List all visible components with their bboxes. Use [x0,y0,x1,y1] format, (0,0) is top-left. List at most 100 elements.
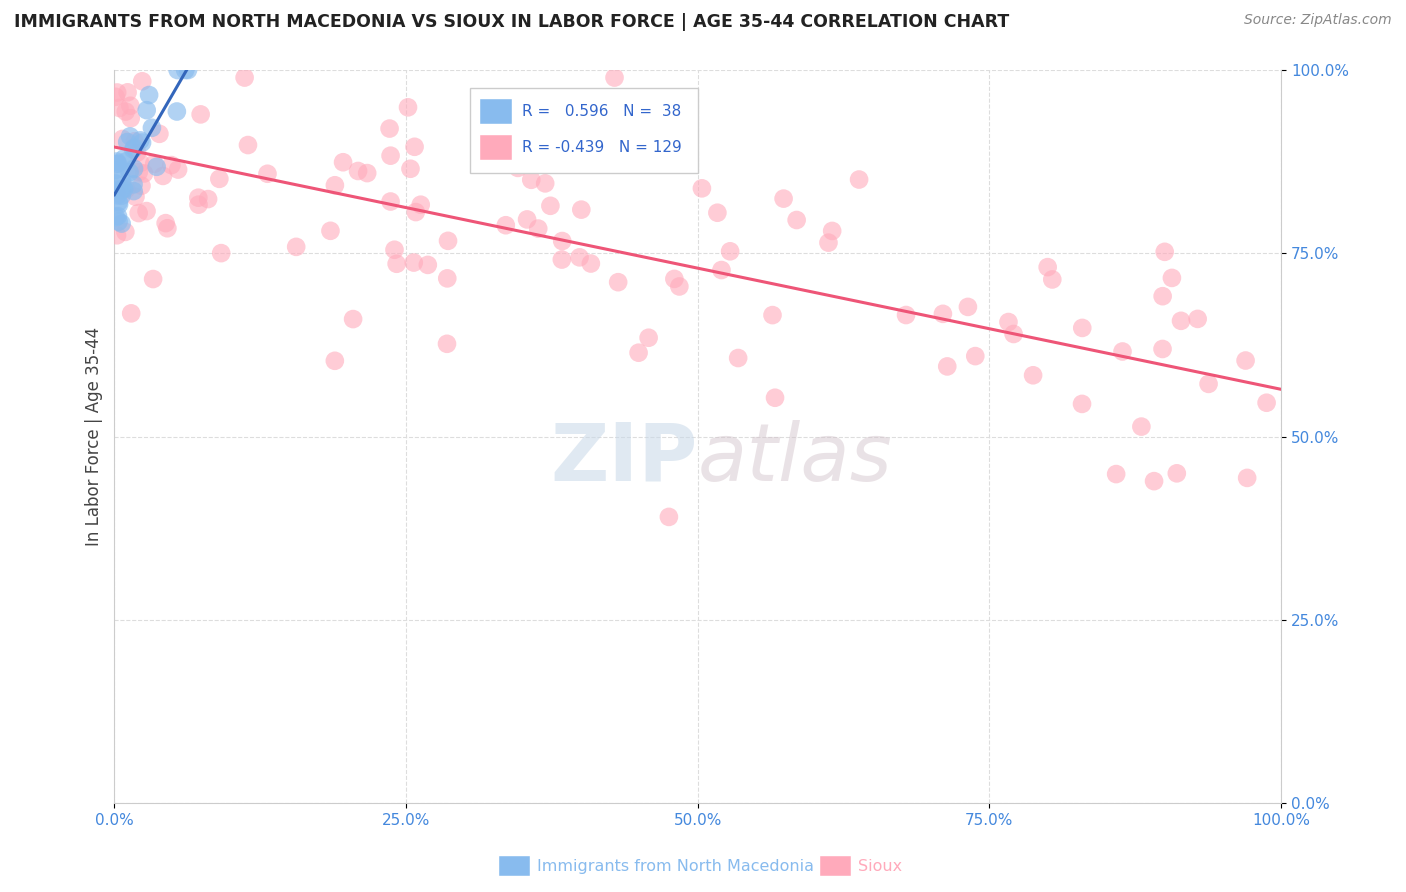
Point [323,178,346,193]
Point [197,192,219,206]
Point [332,155,354,169]
Point [131,74,153,88]
Point [472,111,495,125]
Point [848,172,870,186]
Y-axis label: In Labor Force | Age 35-44: In Labor Force | Age 35-44 [86,327,103,546]
Point [1022,368,1045,383]
Point [1198,376,1220,391]
Point [233,70,256,85]
Point [399,161,422,176]
Point [174,63,197,78]
Point [128,206,150,220]
Point [155,216,177,230]
Point [1130,419,1153,434]
Point [894,308,917,322]
Point [177,63,200,78]
Point [152,169,174,183]
Point [122,184,145,198]
Bar [479,99,512,124]
Text: R = -0.439   N = 129: R = -0.439 N = 129 [522,140,682,155]
Point [120,112,142,126]
Point [932,307,955,321]
Point [111,48,134,62]
Point [166,104,188,119]
Point [104,210,127,224]
Point [436,271,458,285]
Text: Source: ZipAtlas.com: Source: ZipAtlas.com [1244,13,1392,28]
Point [538,199,561,213]
Bar [470,88,697,173]
Point [143,157,166,171]
Point [1071,321,1094,335]
Point [1143,474,1166,488]
Point [128,165,150,179]
Point [664,272,686,286]
Point [378,121,401,136]
Point [1111,344,1133,359]
Point [437,234,460,248]
Point [117,85,139,99]
Point [124,190,146,204]
Point [134,166,156,180]
Point [690,181,713,195]
Point [1187,311,1209,326]
Point [997,315,1019,329]
Point [551,252,574,267]
Point [761,308,783,322]
Point [579,256,602,270]
Point [404,140,426,154]
Point [122,161,145,176]
Point [380,149,402,163]
Point [145,160,167,174]
Point [112,182,135,196]
Point [727,351,749,365]
Point [108,197,131,211]
Point [104,157,127,171]
Point [107,157,129,171]
Point [187,191,209,205]
Point [208,172,231,186]
Point [120,306,142,320]
Point [551,234,574,248]
Point [107,209,129,223]
Point [124,134,146,148]
Point [129,133,152,147]
Point [342,312,364,326]
Point [763,391,786,405]
Point [1105,467,1128,481]
Point [162,48,184,62]
Point [120,99,142,113]
Point [627,345,650,359]
Point [495,219,517,233]
Bar [479,136,512,161]
Point [112,152,135,166]
Text: ZIP: ZIP [551,419,697,498]
Point [1152,342,1174,356]
Point [356,166,378,180]
Point [115,154,138,169]
Point [956,300,979,314]
Point [166,63,188,78]
Point [111,188,134,202]
Point [1161,271,1184,285]
Point [405,205,427,219]
Text: R =   0.596   N =  38: R = 0.596 N = 38 [522,103,681,119]
Point [104,90,127,104]
Point [114,225,136,239]
Point [107,182,129,196]
Point [138,88,160,103]
Point [821,224,844,238]
Point [347,164,370,178]
Point [124,141,146,155]
Point [187,197,209,211]
Point [1071,397,1094,411]
Text: IMMIGRANTS FROM NORTH MACEDONIA VS SIOUX IN LABOR FORCE | AGE 35-44 CORRELATION : IMMIGRANTS FROM NORTH MACEDONIA VS SIOUX… [14,13,1010,31]
Point [569,202,592,217]
Point [323,353,346,368]
Point [111,217,134,231]
Point [104,163,127,178]
Point [108,101,131,115]
Point [105,154,128,169]
Point [416,258,439,272]
Point [402,255,425,269]
